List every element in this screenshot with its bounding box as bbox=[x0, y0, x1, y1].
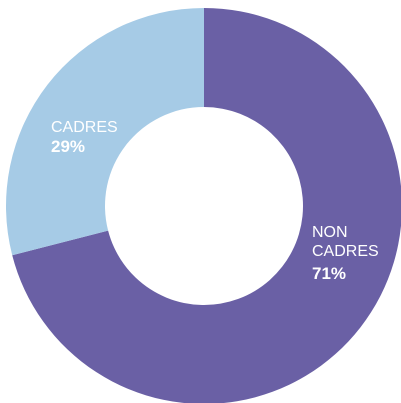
slice-value-cadres: 29% bbox=[51, 137, 85, 156]
slice-value-non-cadres: 71% bbox=[312, 264, 346, 283]
donut-slice-0 bbox=[12, 8, 401, 403]
slice-label-non-cadres: NON CADRES bbox=[312, 224, 379, 260]
slice-label-cadres: CADRES bbox=[51, 119, 118, 136]
slice-label-non-cadres-line-2: CADRES bbox=[312, 243, 379, 260]
donut-slices bbox=[5, 8, 401, 403]
donut-slice-1 bbox=[5, 8, 204, 256]
slice-label-non-cadres-line-1: NON bbox=[312, 224, 348, 241]
